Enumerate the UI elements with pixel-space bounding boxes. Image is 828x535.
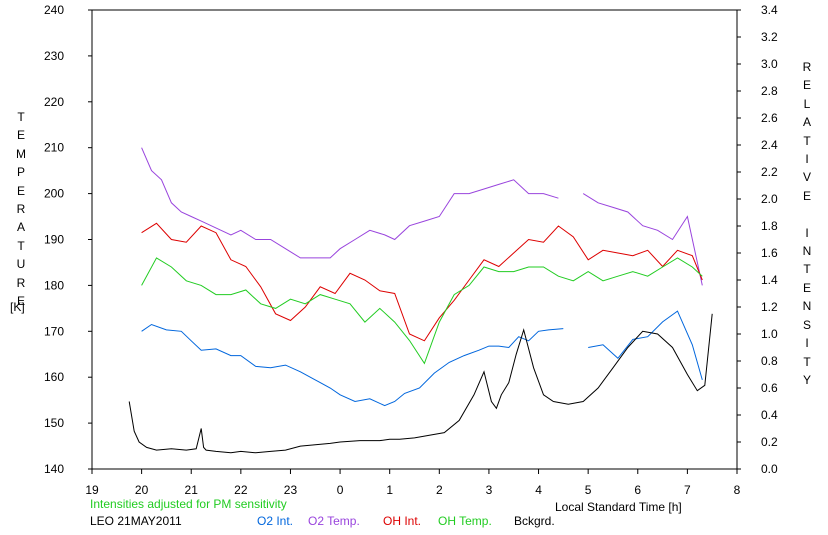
right-axis-letter: Y	[802, 372, 811, 387]
right-axis-letter: T	[803, 262, 811, 277]
note-text: Intensities adjusted for PM sensitivity	[90, 497, 287, 511]
right-axis-letter: I	[805, 336, 809, 351]
bottom-tick-label: 7	[684, 483, 691, 497]
left-axis-letter: U	[16, 257, 26, 272]
legend-oh-temp: OH Temp.	[438, 514, 492, 528]
right-tick-label: 0.8	[761, 354, 778, 368]
left-axis-letter: T	[17, 110, 25, 124]
left-tick-label: 220	[44, 95, 64, 109]
right-tick-label: 1.6	[761, 246, 778, 260]
series-oh-int-line	[141, 222, 703, 342]
right-tick-label: 0.4	[761, 408, 778, 422]
bottom-tick-label: 23	[284, 483, 298, 497]
series-oh-temp-line	[141, 257, 703, 365]
bottom-tick-label: 5	[585, 483, 592, 497]
right-axis-letter: E	[802, 280, 811, 295]
series-o2-temp-line	[141, 147, 559, 259]
left-tick-label: 210	[44, 141, 64, 155]
left-tick-label: 200	[44, 187, 64, 201]
right-tick-label: 1.0	[761, 327, 778, 341]
left-tick-label: 160	[44, 370, 64, 384]
bottom-tick-label: 4	[535, 483, 542, 497]
right-axis-letter: T	[803, 354, 811, 369]
left-tick-label: 180	[44, 278, 64, 292]
right-axis-letter: L	[803, 96, 811, 111]
bottom-tick-label: 2	[436, 483, 443, 497]
left-axis-unit: [K]	[10, 300, 25, 314]
bottom-tick-label: 1	[386, 483, 393, 497]
left-axis-letter: T	[17, 238, 25, 253]
x-axis-label: Local Standard Time [h]	[555, 500, 682, 514]
right-tick-label: 2.6	[761, 111, 778, 125]
right-tick-label: 2.0	[761, 192, 778, 206]
left-tick-label: 170	[44, 324, 64, 338]
left-axis-letter: R	[16, 202, 26, 217]
bottom-tick-label: 20	[135, 483, 149, 497]
bottom-axis: 19 20 21 22 23 0 1 2 3 4 5 6 7 8	[85, 469, 741, 497]
right-tick-label: 0.6	[761, 381, 778, 395]
right-tick-label: 1.8	[761, 219, 778, 233]
right-axis-letter: E	[802, 188, 811, 203]
right-axis-letter: I	[805, 152, 809, 167]
left-tick-label: 230	[44, 49, 64, 63]
right-axis-letter: A	[802, 115, 811, 130]
left-axis-letter: A	[16, 220, 25, 235]
series-o2-int-line	[141, 323, 564, 407]
right-tick-label: 3.4	[761, 3, 778, 17]
left-tick-label: 150	[44, 416, 64, 430]
left-axis-letter: E	[16, 128, 25, 143]
right-tick-label: 1.2	[761, 300, 778, 314]
legend-bckgrd: Bckgrd.	[514, 514, 555, 528]
right-axis-letter: V	[802, 170, 811, 185]
bottom-tick-label: 19	[85, 483, 99, 497]
right-axis-letter: N	[802, 299, 812, 314]
right-tick-label: 0.0	[761, 462, 778, 476]
bottom-tick-label: 21	[185, 483, 199, 497]
right-axis-letter: E	[802, 78, 811, 93]
bottom-tick-label: 6	[634, 483, 641, 497]
legend-o2-int: O2 Int.	[257, 514, 294, 528]
legend-oh-int: OH Int.	[383, 514, 422, 528]
right-tick-label: 2.8	[761, 84, 778, 98]
left-axis-letter: M	[16, 146, 26, 161]
right-tick-label: 2.4	[761, 138, 778, 152]
right-axis-letter: T	[803, 133, 811, 148]
series-o2-int-dawn-line	[588, 310, 703, 381]
right-axis-letter: N	[802, 244, 812, 259]
left-axis: 140 150 160 170 180 190 200 210 220 230 240	[44, 3, 92, 476]
right-tick-label: 1.4	[761, 273, 778, 287]
right-tick-label: 3.2	[761, 30, 778, 44]
series-o2-temp-dawn-line	[582, 193, 703, 286]
bottom-tick-label: 8	[734, 483, 741, 497]
bottom-tick-label: 0	[337, 483, 344, 497]
right-axis-letter: R	[802, 60, 812, 74]
left-tick-label: 240	[44, 3, 64, 17]
right-axis-letter	[800, 205, 814, 223]
bottom-tick-label: 3	[486, 483, 493, 497]
series-bckgrd-line	[128, 313, 713, 454]
bottom-tick-label: 22	[234, 483, 248, 497]
left-axis-letter: E	[16, 183, 25, 198]
legend-o2-temp: O2 Temp.	[308, 514, 360, 528]
left-axis-letter: R	[16, 275, 26, 290]
left-tick-label: 190	[44, 233, 64, 247]
right-tick-label: 0.2	[761, 435, 778, 449]
right-axis: 0.0 0.2 0.4 0.6 0.8 1.0 1.2 1.4 1.6 1.8 2.0 2.2 2.4 2…	[737, 3, 778, 476]
left-axis-letter: P	[16, 165, 25, 180]
series-layer	[128, 147, 713, 454]
right-axis-letter: I	[805, 225, 809, 240]
right-axis-letter: S	[802, 317, 811, 332]
right-tick-label: 2.2	[761, 165, 778, 179]
left-axis-letter: E	[16, 294, 25, 309]
left-tick-label: 140	[44, 462, 64, 476]
legend-station: LEO 21MAY2011	[90, 514, 182, 528]
right-tick-label: 3.0	[761, 57, 778, 71]
